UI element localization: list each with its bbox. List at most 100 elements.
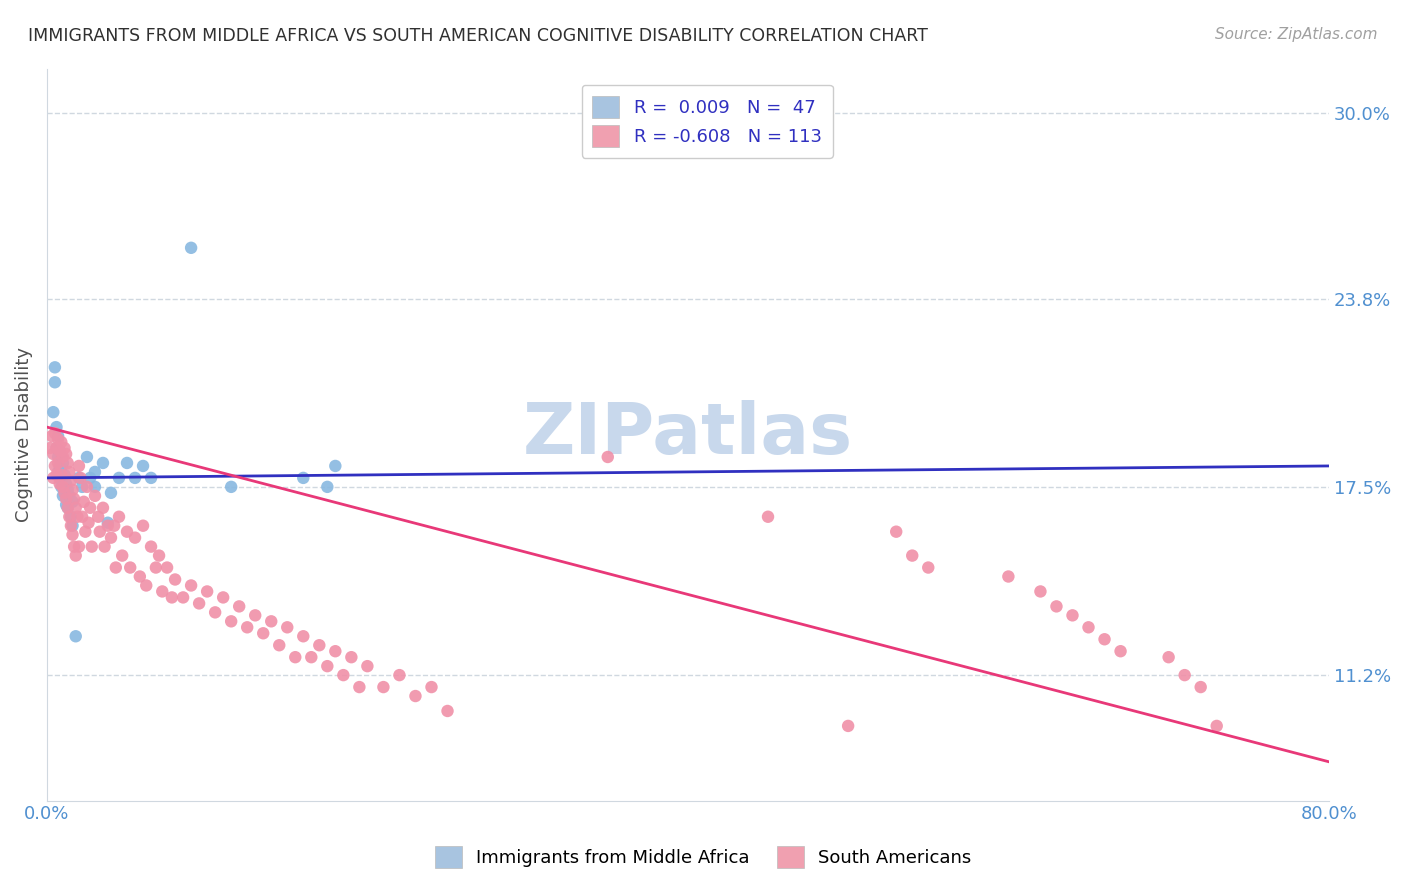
Point [100, 531, 122, 545]
Point [139, 471, 162, 485]
Point [204, 606, 226, 620]
Point [124, 471, 146, 485]
Point [53, 486, 76, 500]
Point [1029, 584, 1052, 599]
Point [172, 591, 194, 605]
Text: ZIPatlas: ZIPatlas [523, 401, 853, 469]
Point [51, 480, 73, 494]
Point [420, 680, 443, 694]
Point [67, 540, 90, 554]
Point [115, 524, 138, 539]
Point [84, 465, 107, 479]
Point [51, 467, 73, 482]
Point [79, 500, 101, 515]
Point [52, 471, 75, 485]
Point [228, 599, 250, 614]
Point [308, 638, 330, 652]
Point [84, 480, 107, 494]
Point [180, 578, 202, 592]
Point [67, 458, 90, 473]
Legend: Immigrants from Middle Africa, South Americans: Immigrants from Middle Africa, South Ame… [423, 835, 983, 879]
Point [89, 524, 111, 539]
Point [299, 650, 322, 665]
Point [76, 450, 98, 464]
Point [316, 480, 339, 494]
Point [44, 458, 66, 473]
Point [44, 376, 66, 390]
Point [245, 608, 267, 623]
Point [1205, 719, 1227, 733]
Point [51, 450, 73, 464]
Point [65, 549, 87, 563]
Point [1189, 680, 1212, 694]
Point [837, 719, 859, 733]
Point [65, 629, 87, 643]
Point [58, 509, 80, 524]
Point [188, 596, 211, 610]
Point [212, 591, 235, 605]
Point [404, 689, 426, 703]
Point [53, 486, 76, 500]
Point [1045, 599, 1067, 614]
Point [51, 435, 73, 450]
Point [1094, 632, 1116, 647]
Point [56, 483, 79, 497]
Point [340, 650, 363, 665]
Point [219, 615, 242, 629]
Point [41, 429, 63, 443]
Point [349, 680, 371, 694]
Point [180, 241, 202, 255]
Point [45, 420, 67, 434]
Point [997, 569, 1019, 583]
Point [55, 498, 77, 512]
Point [48, 444, 70, 458]
Point [356, 659, 378, 673]
Point [316, 659, 339, 673]
Point [1077, 620, 1099, 634]
Point [87, 509, 110, 524]
Point [104, 560, 127, 574]
Point [59, 474, 82, 488]
Point [48, 444, 70, 458]
Point [884, 524, 907, 539]
Point [115, 456, 138, 470]
Point [56, 500, 79, 515]
Point [62, 483, 84, 497]
Point [46, 465, 69, 479]
Point [59, 518, 82, 533]
Text: Source: ZipAtlas.com: Source: ZipAtlas.com [1215, 27, 1378, 42]
Point [73, 495, 96, 509]
Point [596, 450, 619, 464]
Point [77, 516, 100, 530]
Point [325, 644, 347, 658]
Point [276, 620, 298, 634]
Point [91, 456, 114, 470]
Point [46, 450, 69, 464]
Point [62, 518, 84, 533]
Text: IMMIGRANTS FROM MIDDLE AFRICA VS SOUTH AMERICAN COGNITIVE DISABILITY CORRELATION: IMMIGRANTS FROM MIDDLE AFRICA VS SOUTH A… [28, 27, 928, 45]
Point [53, 441, 76, 455]
Point [97, 516, 120, 530]
Point [75, 524, 97, 539]
Point [124, 531, 146, 545]
Point [52, 489, 75, 503]
Point [55, 476, 77, 491]
Point [65, 500, 87, 515]
Point [128, 569, 150, 583]
Point [55, 491, 77, 506]
Point [45, 441, 67, 455]
Point [100, 486, 122, 500]
Point [135, 578, 157, 592]
Point [160, 591, 183, 605]
Point [756, 509, 779, 524]
Point [284, 650, 307, 665]
Point [52, 456, 75, 470]
Point [63, 540, 86, 554]
Point [84, 489, 107, 503]
Point [48, 471, 70, 485]
Point [260, 615, 283, 629]
Point [44, 360, 66, 375]
Point [58, 465, 80, 479]
Point [269, 638, 291, 652]
Point [70, 509, 93, 524]
